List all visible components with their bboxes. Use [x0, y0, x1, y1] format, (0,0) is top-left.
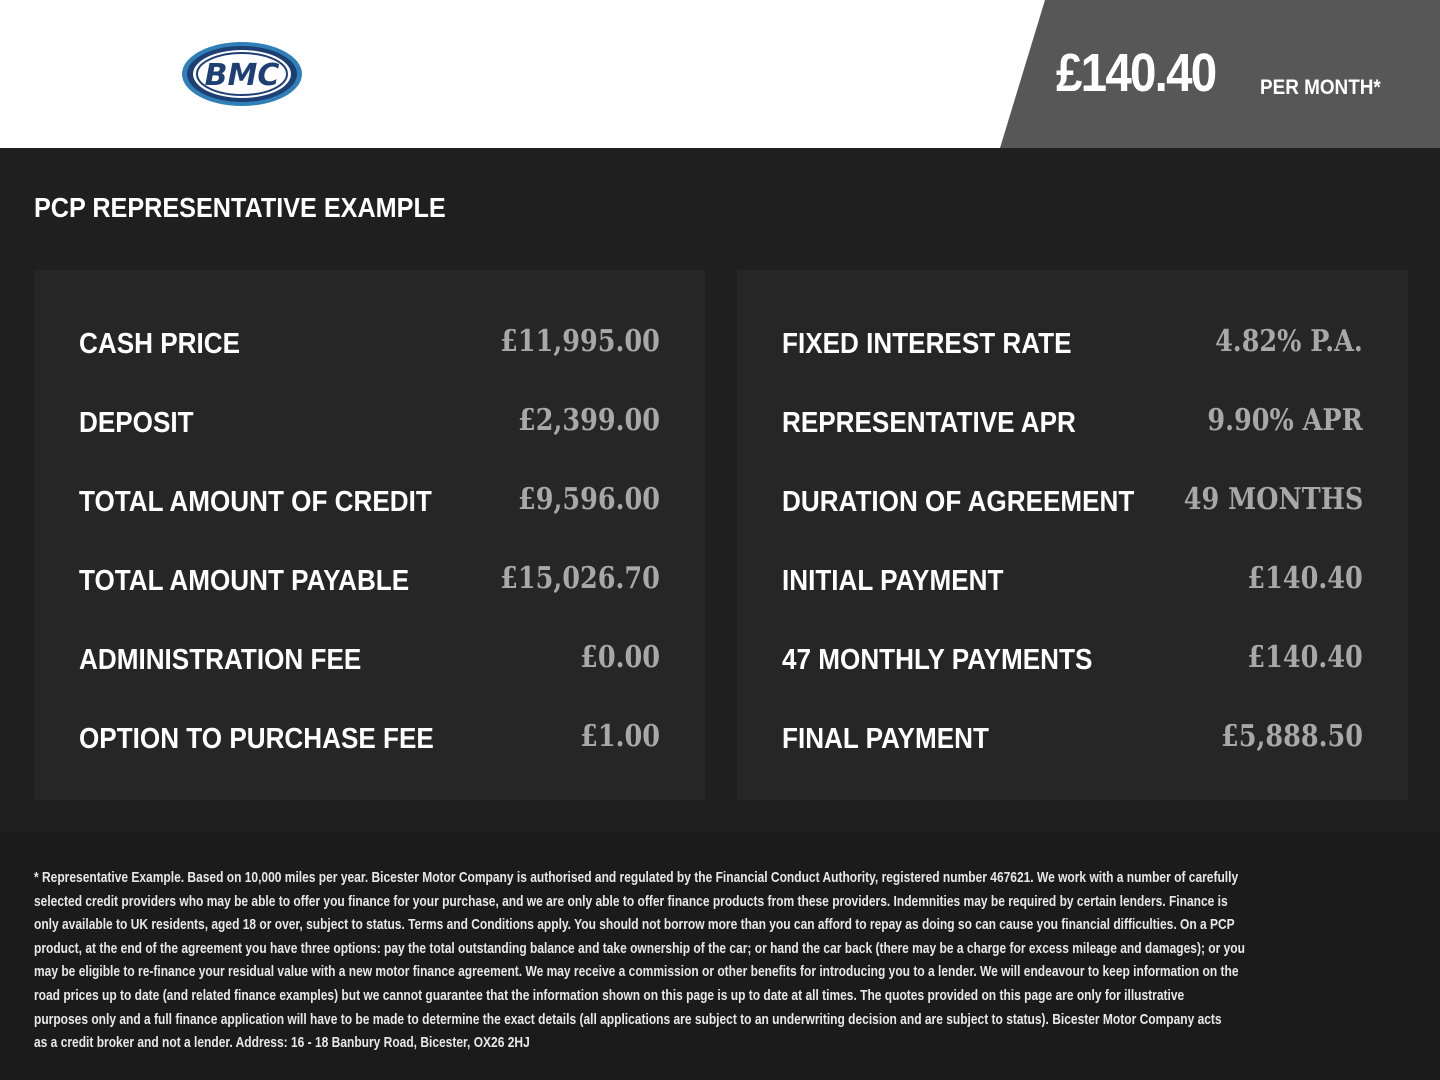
finance-label: TOTAL AMOUNT OF CREDIT — [79, 486, 432, 518]
finance-row: INITIAL PAYMENT £140.40 — [782, 561, 1363, 605]
finance-row: 47 MONTHLY PAYMENTS £140.40 — [782, 640, 1363, 684]
finance-value: £140.40 — [1247, 640, 1363, 675]
footnote-line: * Representative Example. Based on 10,00… — [34, 869, 1239, 886]
finance-value: £11,995.00 — [500, 324, 660, 359]
finance-row: FINAL PAYMENT £5,888.50 — [782, 719, 1363, 763]
finance-label: CASH PRICE — [79, 328, 240, 360]
finance-row: OPTION TO PURCHASE FEE £1.00 — [79, 719, 660, 763]
section-title: PCP REPRESENTATIVE EXAMPLE — [34, 192, 446, 223]
finance-row: REPRESENTATIVE APR 9.90% APR — [782, 403, 1363, 447]
monthly-price: £140.40 — [1056, 43, 1217, 103]
finance-panel-left: CASH PRICE £11,995.00 DEPOSIT £2,399.00 TOTA… — [34, 270, 705, 800]
finance-value: £9,596.00 — [518, 482, 660, 517]
per-month-label: PER MONTH* — [1260, 76, 1381, 99]
bmc-logo: BMC — [182, 42, 302, 106]
finance-label: REPRESENTATIVE APR — [782, 407, 1076, 439]
footnote: * Representative Example. Based on 10,00… — [0, 832, 1440, 1080]
finance-row: FIXED INTEREST RATE 4.82% P.A. — [782, 324, 1363, 368]
finance-label: ADMINISTRATION FEE — [79, 644, 362, 676]
finance-row: DEPOSIT £2,399.00 — [79, 403, 660, 447]
finance-label: OPTION TO PURCHASE FEE — [79, 723, 434, 755]
finance-value: £2,399.00 — [518, 403, 660, 438]
finance-label: FIXED INTEREST RATE — [782, 328, 1072, 360]
footnote-line: as a credit broker and not a lender. Add… — [34, 1034, 530, 1052]
svg-text:BMC: BMC — [205, 58, 280, 93]
finance-row: TOTAL AMOUNT PAYABLE £15,026.70 — [79, 561, 660, 605]
finance-label: FINAL PAYMENT — [782, 723, 989, 755]
finance-label: DEPOSIT — [79, 407, 194, 439]
finance-value: £140.40 — [1247, 561, 1363, 596]
finance-label: INITIAL PAYMENT — [782, 565, 1004, 597]
monthly-price-banner — [1000, 0, 1440, 148]
finance-row: ADMINISTRATION FEE £0.00 — [79, 640, 660, 684]
finance-value: £15,026.70 — [500, 561, 660, 596]
finance-panel-right: FIXED INTEREST RATE 4.82% P.A. REPRESENTAT… — [737, 270, 1408, 800]
finance-value: 4.82% P.A. — [1215, 324, 1363, 359]
finance-row: CASH PRICE £11,995.00 — [79, 324, 660, 368]
footnote-line: purposes only and a full finance applica… — [34, 1010, 1222, 1028]
footnote-line: may be eligible to re-finance your resid… — [34, 963, 1239, 981]
footnote-line: product, at the end of the agreement you… — [34, 939, 1245, 957]
finance-value: 9.90% APR — [1207, 403, 1363, 438]
finance-row: DURATION OF AGREEMENT 49 MONTHS — [782, 482, 1363, 526]
finance-value: 49 MONTHS — [1183, 482, 1363, 517]
finance-value: £0.00 — [580, 640, 660, 675]
finance-label: TOTAL AMOUNT PAYABLE — [79, 565, 410, 597]
finance-row: TOTAL AMOUNT OF CREDIT £9,596.00 — [79, 482, 660, 526]
finance-value: £1.00 — [580, 719, 660, 754]
footnote-line: selected credit providers who may be abl… — [34, 892, 1228, 910]
header: BMC £140.40 PER MONTH* — [0, 0, 1440, 148]
footnote-line: road prices up to date (and related fina… — [34, 987, 1185, 1004]
footnote-line: only available to UK residents, aged 18 … — [34, 916, 1235, 934]
finance-value: £5,888.50 — [1221, 719, 1363, 754]
finance-label: 47 MONTHLY PAYMENTS — [782, 644, 1093, 676]
finance-label: DURATION OF AGREEMENT — [782, 486, 1135, 518]
